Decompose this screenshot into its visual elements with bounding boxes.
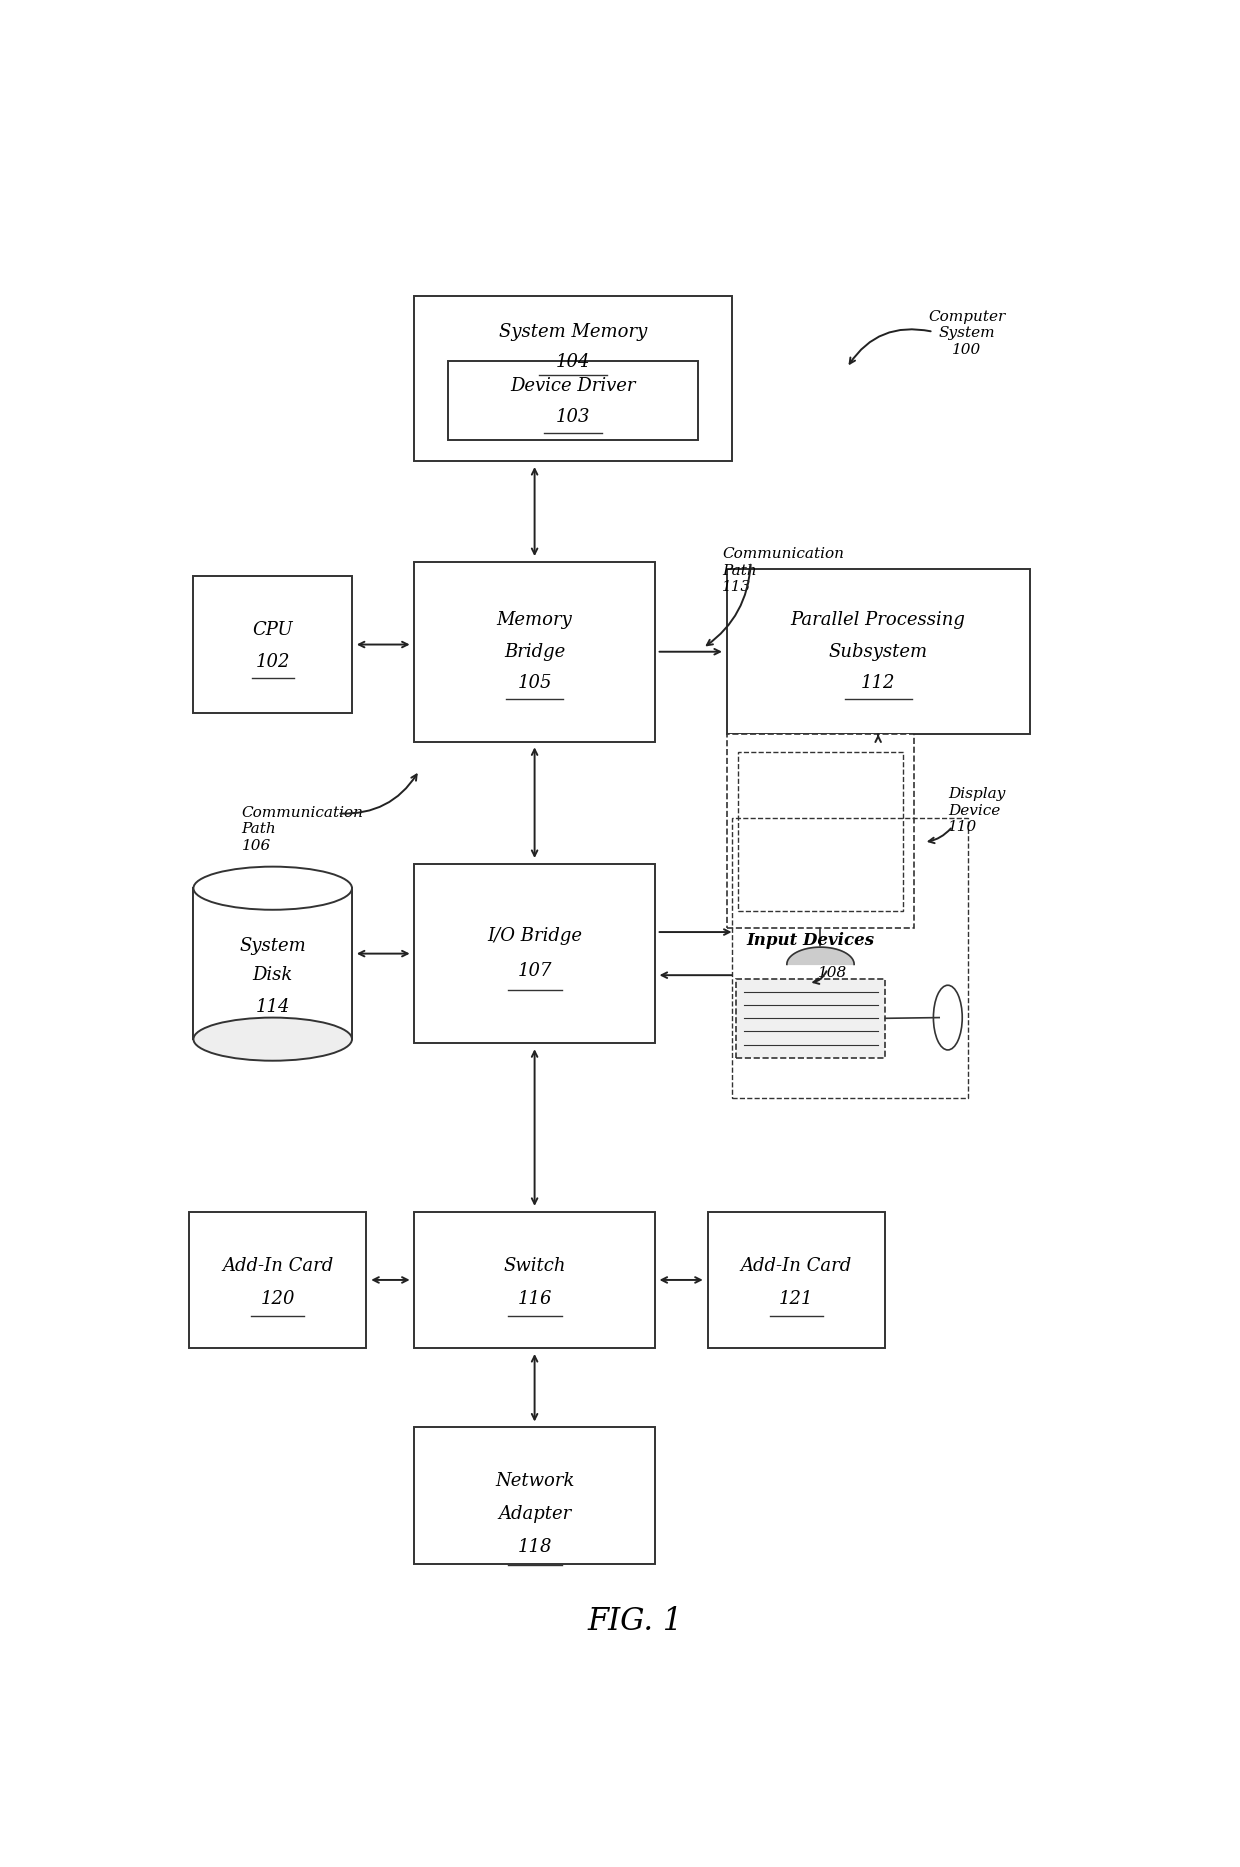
- Text: Bridge: Bridge: [503, 642, 565, 661]
- Text: Memory: Memory: [497, 611, 573, 629]
- Bar: [738, 752, 903, 911]
- Text: Communication
Path
106: Communication Path 106: [242, 807, 363, 853]
- Text: 120: 120: [260, 1290, 295, 1307]
- Text: I/O Bridge: I/O Bridge: [487, 928, 582, 945]
- Text: 112: 112: [861, 674, 895, 693]
- Bar: [727, 734, 914, 928]
- Text: 107: 107: [517, 962, 552, 980]
- Bar: [732, 818, 968, 1098]
- Text: Input Devices: Input Devices: [746, 932, 874, 948]
- Bar: [727, 569, 1029, 734]
- Text: FIG. 1: FIG. 1: [588, 1606, 683, 1637]
- Text: 102: 102: [255, 653, 290, 670]
- Bar: [414, 295, 732, 461]
- Text: Subsystem: Subsystem: [828, 642, 928, 661]
- Text: 105: 105: [517, 674, 552, 693]
- Text: Computer
System
100: Computer System 100: [929, 310, 1006, 357]
- Text: Network: Network: [495, 1473, 574, 1490]
- Text: Device Driver: Device Driver: [511, 377, 636, 394]
- Text: Communication
Path
113: Communication Path 113: [722, 547, 844, 594]
- Bar: [193, 889, 352, 1040]
- Text: 121: 121: [779, 1290, 813, 1307]
- Text: 104: 104: [556, 353, 590, 372]
- Text: 103: 103: [556, 409, 590, 426]
- Text: Add-In Card: Add-In Card: [222, 1256, 334, 1275]
- Ellipse shape: [193, 866, 352, 909]
- Bar: [708, 1212, 885, 1348]
- Text: Adapter: Adapter: [498, 1505, 572, 1523]
- Text: Switch: Switch: [503, 1256, 565, 1275]
- Text: 116: 116: [517, 1290, 552, 1307]
- Bar: [737, 978, 885, 1059]
- Bar: [193, 577, 352, 713]
- Text: Add-In Card: Add-In Card: [740, 1256, 852, 1275]
- Bar: [448, 360, 698, 441]
- Text: System Memory: System Memory: [498, 323, 647, 342]
- Bar: [414, 864, 655, 1044]
- Text: Display
Device
110: Display Device 110: [947, 788, 1006, 835]
- Text: 108: 108: [818, 965, 847, 980]
- Text: 118: 118: [517, 1538, 552, 1557]
- Text: System: System: [239, 937, 306, 956]
- Bar: [414, 1426, 655, 1565]
- Polygon shape: [787, 947, 854, 965]
- Bar: [414, 562, 655, 741]
- Text: Parallel Processing: Parallel Processing: [791, 611, 966, 629]
- Text: Disk: Disk: [253, 967, 293, 984]
- Ellipse shape: [934, 986, 962, 1049]
- Text: CPU: CPU: [253, 622, 293, 639]
- Ellipse shape: [193, 1018, 352, 1060]
- Bar: [414, 1212, 655, 1348]
- Bar: [188, 1212, 367, 1348]
- Text: 114: 114: [255, 997, 290, 1016]
